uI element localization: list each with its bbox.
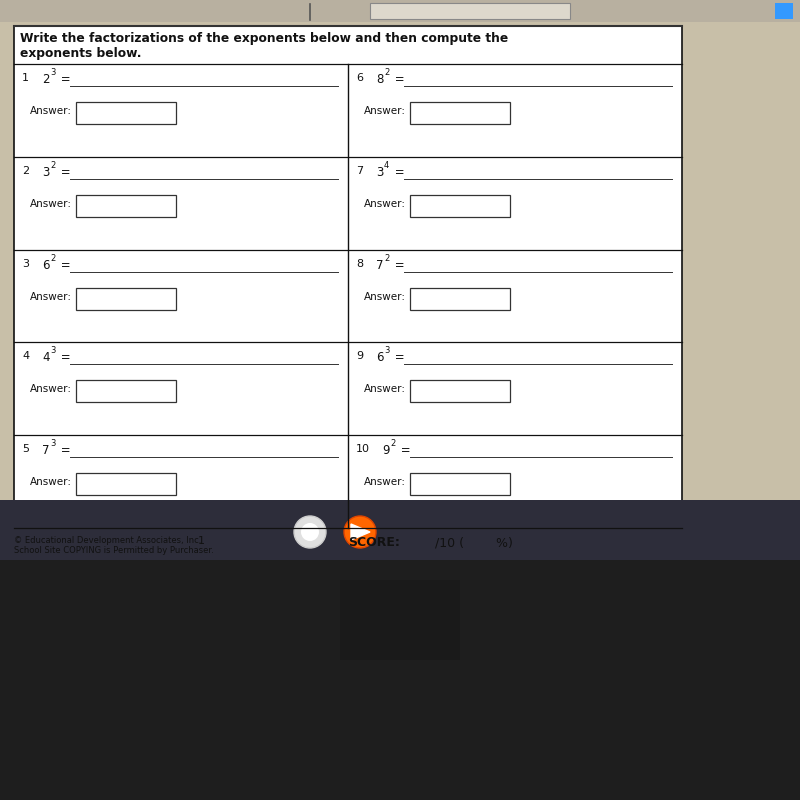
Text: 9: 9	[382, 444, 390, 457]
Text: 3: 3	[42, 166, 50, 179]
Text: Answer:: Answer:	[30, 384, 72, 394]
Text: 3: 3	[22, 258, 29, 269]
Text: =: =	[57, 444, 70, 457]
Text: 6: 6	[42, 258, 50, 272]
Text: 7: 7	[356, 166, 363, 176]
Bar	[410, 288, 510, 310]
Text: School Site COPYING is Permitted by Purchaser.: School Site COPYING is Permitted by Purc…	[14, 546, 214, 555]
Circle shape	[301, 523, 319, 541]
Text: 3: 3	[50, 346, 55, 355]
Text: =: =	[57, 73, 70, 86]
Text: 3: 3	[384, 346, 390, 355]
Text: 1: 1	[198, 536, 205, 546]
Text: 2: 2	[390, 439, 395, 448]
Bar	[0, 560, 800, 800]
Bar	[0, 0, 800, 22]
Bar	[370, 3, 570, 19]
Bar	[0, 500, 800, 560]
Text: 7: 7	[42, 444, 50, 457]
Text: =: =	[397, 444, 410, 457]
Text: 7: 7	[376, 258, 383, 272]
Bar	[410, 195, 510, 217]
Text: 2: 2	[384, 254, 390, 262]
Text: Answer:: Answer:	[30, 199, 72, 209]
Text: =: =	[391, 258, 405, 272]
Text: 9: 9	[356, 351, 363, 362]
Text: 2: 2	[50, 254, 55, 262]
Text: © Educational Development Associates, Inc.: © Educational Development Associates, In…	[14, 536, 202, 545]
Text: Answer:: Answer:	[364, 199, 406, 209]
Text: SCORE:: SCORE:	[348, 536, 400, 549]
Polygon shape	[351, 524, 370, 540]
Text: 4: 4	[384, 161, 390, 170]
Text: 2: 2	[42, 73, 50, 86]
Bar	[0, 0, 800, 560]
Text: Answer:: Answer:	[364, 477, 406, 487]
Text: Answer:: Answer:	[30, 106, 72, 116]
Bar	[76, 473, 176, 495]
Text: 3: 3	[50, 68, 55, 77]
Text: =: =	[391, 166, 405, 179]
Text: Answer:: Answer:	[30, 477, 72, 487]
Text: 4: 4	[22, 351, 29, 362]
Text: 3: 3	[376, 166, 383, 179]
Text: 5: 5	[22, 444, 29, 454]
Text: Write the factorizations of the exponents below and then compute the: Write the factorizations of the exponent…	[20, 32, 508, 45]
Text: Answer:: Answer:	[30, 292, 72, 302]
Bar	[76, 288, 176, 310]
Text: /10 (        %): /10 ( %)	[435, 536, 513, 549]
Text: 8: 8	[356, 258, 363, 269]
Bar	[76, 380, 176, 402]
Text: =: =	[57, 166, 70, 179]
Text: =: =	[391, 351, 405, 364]
Text: =: =	[57, 351, 70, 364]
Text: Answer:: Answer:	[364, 292, 406, 302]
Bar	[340, 580, 460, 660]
Text: 6: 6	[356, 73, 363, 83]
Bar	[410, 473, 510, 495]
Text: 2: 2	[384, 68, 390, 77]
Text: 8: 8	[376, 73, 383, 86]
Bar	[76, 102, 176, 124]
Bar	[76, 195, 176, 217]
Text: =: =	[391, 73, 405, 86]
Text: 6: 6	[376, 351, 383, 364]
Bar	[14, 26, 682, 528]
Text: 2: 2	[50, 161, 55, 170]
Text: exponents below.: exponents below.	[20, 47, 142, 60]
Text: 1: 1	[22, 73, 29, 83]
Text: 4: 4	[42, 351, 50, 364]
Circle shape	[344, 516, 376, 548]
Text: 2: 2	[22, 166, 29, 176]
Text: Answer:: Answer:	[364, 384, 406, 394]
Bar	[410, 102, 510, 124]
Bar	[410, 380, 510, 402]
Text: 10: 10	[356, 444, 370, 454]
Text: 3: 3	[50, 439, 55, 448]
Circle shape	[294, 516, 326, 548]
Text: Answer:: Answer:	[364, 106, 406, 116]
Bar	[775, 3, 793, 19]
Text: =: =	[57, 258, 70, 272]
